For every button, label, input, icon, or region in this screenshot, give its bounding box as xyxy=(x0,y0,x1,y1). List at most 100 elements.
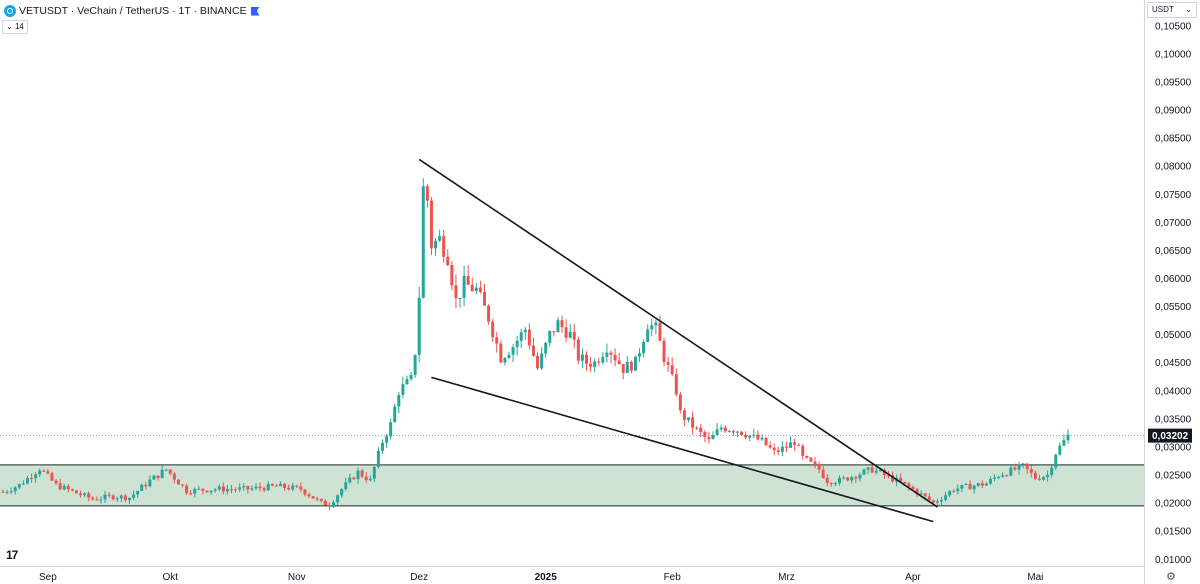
candle xyxy=(503,356,507,366)
candle-body xyxy=(748,435,752,438)
candle-body xyxy=(862,469,866,475)
candle-body xyxy=(768,445,772,448)
candle-body xyxy=(605,352,609,357)
candle-body xyxy=(523,329,527,333)
candle-body xyxy=(197,488,201,490)
candle xyxy=(907,481,911,491)
candle-body xyxy=(258,486,262,489)
candle xyxy=(389,418,393,440)
candle-body xyxy=(21,483,25,485)
candle xyxy=(842,475,846,480)
candle-body xyxy=(332,502,336,507)
candle-body xyxy=(442,236,446,257)
candle-body xyxy=(886,474,890,476)
candle xyxy=(491,318,495,343)
candle xyxy=(238,483,242,493)
candle-body xyxy=(650,325,654,330)
candle xyxy=(438,229,442,242)
candle-body xyxy=(450,264,454,286)
candle-body xyxy=(536,355,540,369)
candle xyxy=(336,494,340,506)
candle-body xyxy=(340,489,344,496)
candle-body xyxy=(9,491,13,493)
candle-body xyxy=(850,477,854,481)
candle xyxy=(740,431,744,436)
candle-body xyxy=(344,482,348,490)
candle-body xyxy=(1013,467,1017,470)
currency-selector[interactable]: USDT ⌄ xyxy=(1147,2,1197,18)
candle xyxy=(421,178,425,299)
candle-body xyxy=(270,483,274,486)
candle-body xyxy=(499,343,503,363)
vechain-logo-icon xyxy=(4,5,16,17)
candle-body xyxy=(470,284,474,291)
candle-body xyxy=(658,322,662,341)
candle xyxy=(356,467,360,484)
candle-body xyxy=(609,352,613,355)
settings-gear-icon[interactable]: ⚙ xyxy=(1166,571,1176,583)
candle-body xyxy=(899,477,903,482)
candle xyxy=(450,261,454,291)
tradingview-logo[interactable]: 17 xyxy=(6,548,18,562)
candle-body xyxy=(882,470,886,475)
candle-body xyxy=(42,470,46,472)
support-zone xyxy=(0,464,1144,506)
candle-body xyxy=(617,360,621,365)
candle xyxy=(307,492,311,499)
candle xyxy=(625,356,629,373)
candle-body xyxy=(336,495,340,503)
candle xyxy=(544,341,548,358)
candle xyxy=(25,475,29,485)
candle xyxy=(62,483,66,491)
candle xyxy=(21,480,25,485)
candle xyxy=(344,477,348,491)
candle xyxy=(621,363,625,380)
x-tick-label: Mai xyxy=(1027,572,1043,583)
candle-body xyxy=(385,436,389,443)
candle-body xyxy=(38,470,42,475)
indicator-legend[interactable]: ⌄ 14 xyxy=(2,20,28,34)
candle xyxy=(862,468,866,476)
candle-body xyxy=(744,434,748,438)
candle-body xyxy=(585,354,589,364)
candle xyxy=(405,375,409,385)
candle xyxy=(46,469,50,475)
candle xyxy=(246,485,250,494)
candle xyxy=(266,480,270,492)
candle xyxy=(670,357,674,376)
candle xyxy=(552,331,556,337)
candle-body xyxy=(221,486,225,492)
candle-body xyxy=(1033,472,1037,479)
candle-body xyxy=(1017,464,1021,470)
candle xyxy=(209,490,213,495)
chart-header: VETUSDT · VeChain / TetherUS · 1T · BINA… xyxy=(4,3,260,19)
candle xyxy=(462,265,466,307)
candle-body xyxy=(866,467,870,470)
candle-body xyxy=(495,337,499,344)
candle xyxy=(1029,465,1033,478)
candle xyxy=(801,444,805,460)
candle xyxy=(997,475,1001,480)
candle xyxy=(776,446,780,456)
candle-body xyxy=(462,275,466,298)
candle-body xyxy=(1058,445,1062,455)
candle-body xyxy=(140,484,144,491)
candle-body xyxy=(181,484,185,486)
candle xyxy=(95,496,99,501)
candle xyxy=(768,441,772,449)
candle-body xyxy=(948,491,952,496)
candle-body xyxy=(1054,454,1058,468)
candle-body xyxy=(784,446,788,448)
candle xyxy=(662,337,666,367)
candle-body xyxy=(417,297,421,355)
candle-body xyxy=(564,327,568,338)
y-tick-label: 0,09000 xyxy=(1155,106,1192,117)
flag-icon[interactable] xyxy=(250,6,260,16)
candle xyxy=(809,457,813,463)
candle xyxy=(140,483,144,492)
candle-body xyxy=(368,478,372,481)
candle xyxy=(197,485,201,490)
candle-body xyxy=(695,427,699,429)
candle-body xyxy=(132,494,136,498)
